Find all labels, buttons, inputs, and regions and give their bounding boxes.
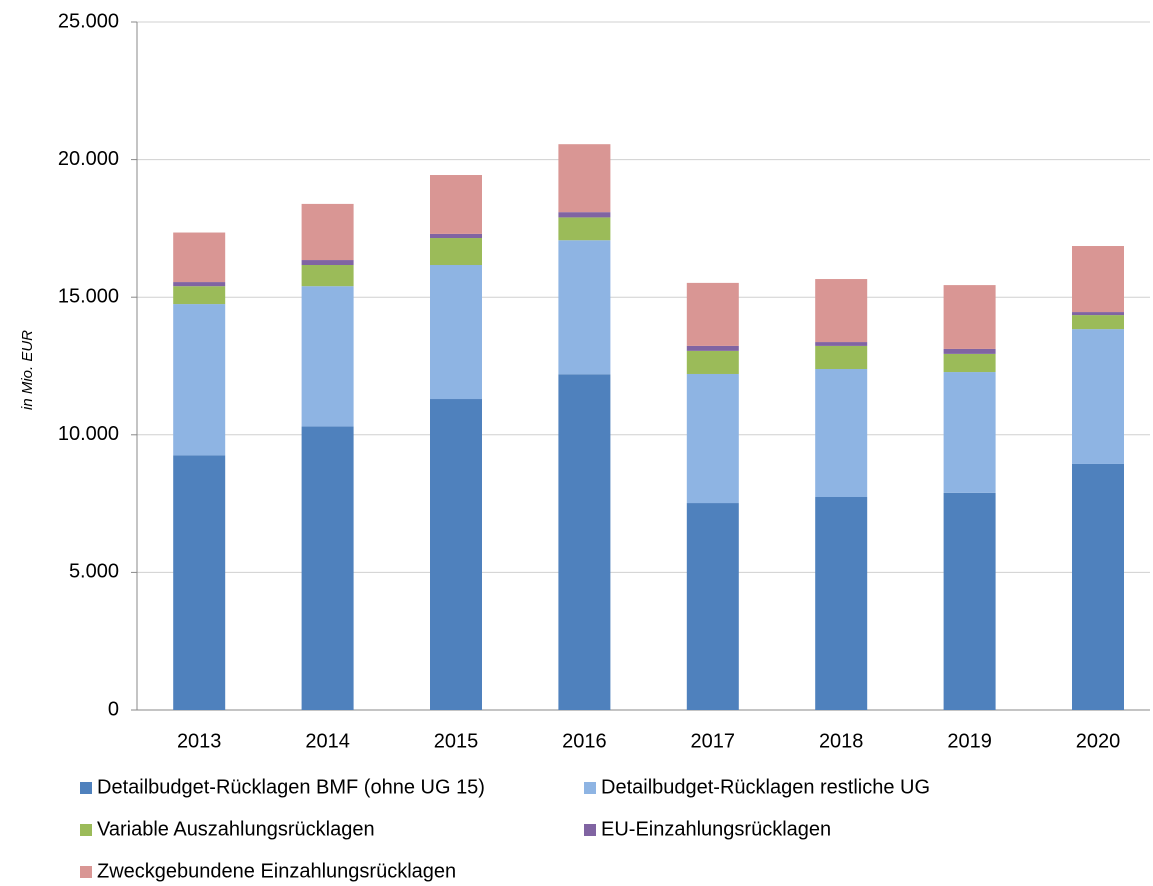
bar-segment [686,503,739,710]
y-tick-label: 10.000 [58,423,119,445]
bar-segment [943,372,996,493]
bar-segment [173,455,226,710]
legend-swatch [584,824,596,836]
bar-segment [301,426,354,710]
y-tick-label: 15.000 [58,285,119,307]
x-tick-label: 2013 [177,730,222,752]
bar-segment [173,286,226,305]
x-tick-label: 2018 [819,730,864,752]
y-tick-label: 25.000 [58,10,119,32]
bar-segment [686,373,739,504]
bar-segment [815,369,868,497]
y-tick-label: 5.000 [69,561,119,583]
legend-swatch [80,824,92,836]
bar-segment [301,265,354,287]
legend-label: Zweckgebundene Einzahlungsrücklagen [97,860,456,882]
legend-swatch [80,782,92,794]
bar-segment [1072,312,1124,316]
bar-segment [1072,463,1124,710]
bar-segment [815,345,868,370]
bar-segment [943,285,996,349]
bar-segment [686,282,739,346]
bar-segment [173,282,226,287]
legend-label: Detailbudget-Rücklagen BMF (ohne UG 15) [97,776,485,798]
bar-segment [430,399,482,710]
bar-segment [1072,329,1124,464]
legend-swatch [80,866,92,878]
bar-segment [558,144,611,213]
bar-segment [173,232,226,283]
bar-segment [558,240,611,375]
legend-label: EU-Einzahlungsrücklagen [601,818,831,840]
bar-segment [301,286,354,427]
x-tick-label: 2014 [305,730,350,752]
y-tick-label: 20.000 [58,148,119,170]
bar-segment [943,348,996,354]
bar-segment [173,304,226,456]
bar-segment [943,492,996,710]
bar-segment [301,203,354,261]
bar-segment [430,238,482,266]
bar-segment [815,279,868,343]
bar-segment [686,345,739,351]
bar-segment [558,217,611,241]
bar-segment [686,350,739,374]
legend-label: Variable Auszahlungsrücklagen [97,818,375,840]
x-tick-label: 2017 [691,730,736,752]
bar-segment [1072,315,1124,330]
y-axis-label: in Mio. EUR [19,330,36,410]
x-tick-label: 2020 [1076,730,1121,752]
x-tick-label: 2016 [562,730,607,752]
bar-segment [558,374,611,710]
bar-segment [815,496,868,710]
bar-segment [430,175,482,234]
bar-segment [430,265,482,400]
y-tick-label: 0 [108,698,119,720]
bar-segment [815,342,868,346]
bar-segment [943,353,996,373]
legend-swatch [584,782,596,794]
bar-segment [1072,246,1124,313]
x-tick-label: 2019 [947,730,992,752]
legend-label: Detailbudget-Rücklagen restliche UG [601,776,930,798]
bar-segment [430,233,482,239]
x-tick-label: 2015 [434,730,479,752]
bar-segment [301,260,354,266]
bar-segment [558,212,611,218]
